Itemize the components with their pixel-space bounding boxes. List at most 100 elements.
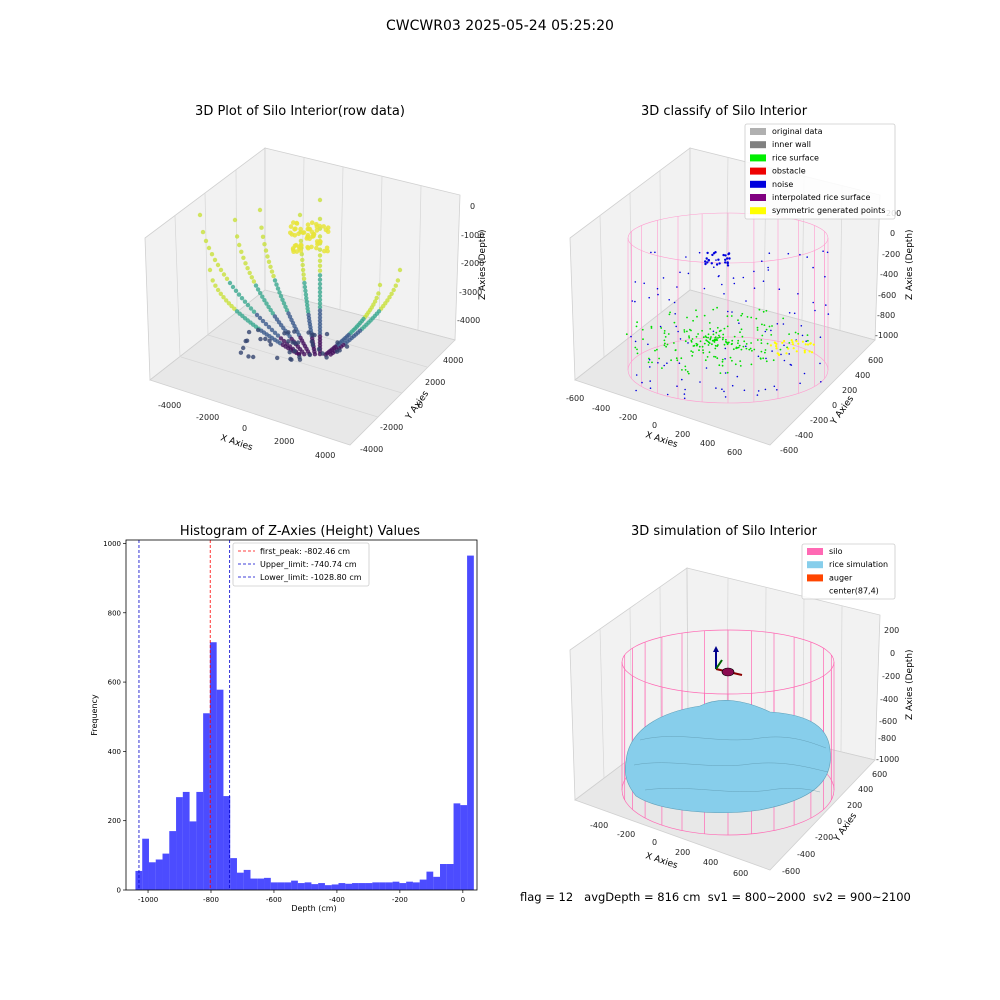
rice-surface-point [660,327,663,329]
noise-point [776,389,778,391]
raw-point [238,350,244,355]
rice-surface-point [731,359,733,362]
histogram-legend-label: Lower_limit: -1028.80 cm [260,573,362,582]
raw-point [209,252,215,257]
rice-surface-point [664,336,667,338]
noise-point [814,309,816,312]
raw-xtick: -2000 [196,413,219,422]
rice-surface-point [762,357,765,360]
rice-surface-point [688,336,691,339]
raw-point [234,234,240,239]
raw-point [275,286,281,291]
rice-surface-point [698,349,700,352]
status-line: flag = 12 avgDepth = 816 cm sv1 = 800~20… [520,890,911,904]
classify-silo-wireframe [627,212,829,404]
rice-surface-point [708,351,711,354]
raw-xtick: 4000 [315,451,335,460]
classify-ytick: -400 [795,431,813,440]
rice-surface-point [714,347,717,350]
rice-surface-point [713,341,716,343]
noise-point [731,311,733,313]
raw-point [230,284,236,290]
rice-surface-point [680,357,683,360]
rice-surface-point [716,339,719,341]
noise-point [656,287,659,290]
raw-point [246,329,252,335]
raw-point [200,229,206,235]
raw-point [268,307,273,313]
noise-point [717,258,720,261]
classify-ztick: -200 [882,250,900,259]
noise-point [648,296,650,299]
histogram-ylabel: Frequency [90,694,99,736]
rice-surface-point [707,336,709,339]
symmetric-point [810,351,814,354]
raw-zlabel: Z Axies (Depth) [478,229,488,300]
rice-surface-point [708,322,711,324]
rice-surface-point [797,332,800,335]
noise-point [674,313,676,315]
raw-point [237,242,242,248]
raw-point [312,332,317,338]
noise-point [718,262,721,265]
noise-point [726,257,729,260]
noise-point [743,389,746,392]
rice-surface-point [708,342,711,344]
raw-point [317,273,323,278]
raw-point [302,280,307,286]
raw-point [274,282,279,287]
rice-surface-point [770,334,773,336]
raw-point [243,338,248,344]
raw-point [277,290,282,295]
raw-point [298,248,304,253]
raw-point [258,290,263,296]
rice-surface-point [673,342,675,344]
noise-point [757,390,760,392]
rice-surface-point [670,359,672,362]
rice-surface-point [702,336,705,339]
rice-surface-point [764,349,767,351]
raw-point [317,253,323,258]
raw-point [210,278,215,283]
noise-point [705,257,708,260]
figure-title: CWCWR03 2025-05-24 05:25:20 [386,18,614,34]
rice-surface-point [756,339,759,341]
raw-point [391,287,396,293]
noise-point [685,256,687,258]
raw-point [280,297,285,302]
legend-label: silo [829,547,843,556]
raw-point [304,296,309,301]
rice-surface-point [665,345,667,348]
raw-point [294,249,300,254]
simulation-ytick: 400 [858,785,873,794]
raw-point [317,285,323,291]
simulation-xtick: -200 [617,830,635,839]
histogram-bar [291,880,298,890]
noise-point [736,375,739,378]
raw-point [266,259,272,264]
rice-surface-point [663,330,666,332]
symmetric-point [775,345,778,348]
rice-surface-point [684,365,687,368]
noise-point [805,340,807,343]
noise-point [812,301,814,304]
histogram-bar [385,882,393,890]
histogram-xlabel: Depth (cm) [291,904,336,913]
noise-point [827,313,830,315]
symmetric-point [795,350,798,353]
rice-surface-point [675,357,678,360]
rice-surface-point [704,335,707,338]
raw-point [317,318,323,323]
raw-point [207,267,213,273]
noise-point [799,253,801,256]
rice-surface-point [636,352,639,355]
histogram-bar [162,853,170,890]
raw-point [305,302,310,308]
raw-point [317,308,323,313]
simulation-ytick: 0 [837,817,842,826]
histogram-bar [257,878,265,890]
symmetric-point [791,341,794,344]
rice-surface-point [721,338,724,341]
legend-label: interpolated rice surface [772,193,870,202]
raw-point [221,295,226,300]
